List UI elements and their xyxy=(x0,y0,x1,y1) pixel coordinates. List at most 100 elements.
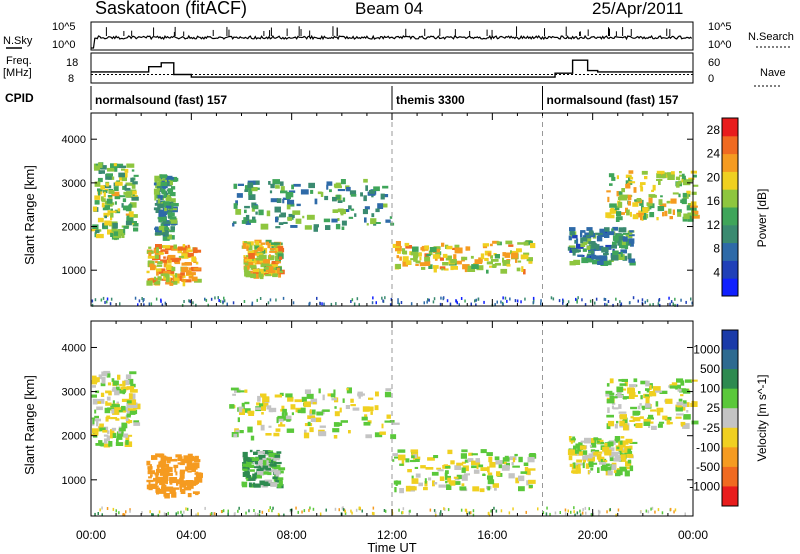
heatmap-noise-cell xyxy=(272,506,274,510)
heatmap-cell xyxy=(97,177,103,183)
heatmap-noise-cell xyxy=(672,302,674,306)
heatmap-cell xyxy=(680,199,683,203)
heatmap-cell xyxy=(278,418,285,422)
heatmap-cell xyxy=(233,183,238,189)
heatmap-cell xyxy=(253,483,261,488)
heatmap-cell xyxy=(168,177,174,180)
heatmap-cell xyxy=(350,194,357,197)
heatmap-cell xyxy=(471,264,479,269)
heatmap-noise-cell xyxy=(575,297,577,301)
heatmap-cell xyxy=(275,256,280,261)
heatmap-cell xyxy=(194,455,199,460)
heatmap-cell xyxy=(116,386,120,390)
heatmap-cell xyxy=(153,188,160,195)
heatmap-cell xyxy=(691,191,697,195)
heatmap-cell xyxy=(461,474,468,481)
heatmap-cell xyxy=(155,268,162,272)
heatmap-noise-cell xyxy=(381,296,383,300)
heatmap-cell xyxy=(415,252,422,257)
heatmap-noise-cell xyxy=(219,299,222,303)
heatmap-cell xyxy=(250,435,255,441)
heatmap-cell xyxy=(389,216,393,219)
heatmap-cell xyxy=(129,420,133,424)
heatmap-cell xyxy=(444,472,448,477)
heatmap-noise-cell xyxy=(659,303,661,307)
heatmap-cell xyxy=(464,268,468,273)
heatmap-cell xyxy=(187,246,191,250)
heatmap-cell xyxy=(523,462,529,466)
heatmap-cell xyxy=(399,463,404,466)
heatmap-cell xyxy=(256,474,261,477)
heatmap-noise-cell xyxy=(514,299,517,303)
heatmap-cell xyxy=(597,260,604,265)
heatmap-noise-cell xyxy=(402,507,405,511)
heatmap-cell xyxy=(348,216,354,219)
heatmap-cell xyxy=(105,173,112,180)
heatmap-cell xyxy=(363,178,368,183)
heatmap-cell xyxy=(244,209,247,214)
heatmap-cell xyxy=(618,227,627,233)
heatmap-cell xyxy=(426,254,431,257)
heatmap-noise-cell xyxy=(502,296,504,300)
heatmap-noise-cell xyxy=(504,296,507,300)
heatmap-cell xyxy=(500,268,508,274)
heatmap-cell xyxy=(640,182,646,185)
heatmap-cell xyxy=(464,459,469,463)
cpid-segment-label: normalsound (fast) 157 xyxy=(547,93,679,107)
heatmap-cell xyxy=(273,457,277,464)
heatmap-noise-cell xyxy=(271,509,273,513)
heatmap-cell xyxy=(107,229,115,235)
heatmap-cell xyxy=(266,405,272,410)
heatmap-cell xyxy=(333,422,340,427)
heatmap-cell xyxy=(262,259,270,264)
heatmap-cell xyxy=(175,454,182,458)
heatmap-cell xyxy=(613,470,619,474)
heatmap-cell xyxy=(280,422,283,425)
heatmap-cell xyxy=(686,179,694,183)
heatmap-cell xyxy=(187,470,192,473)
heatmap-cell xyxy=(105,401,108,404)
heatmap-cell xyxy=(94,415,99,419)
heatmap-noise-cell xyxy=(402,511,404,515)
heatmap-noise-cell xyxy=(509,297,511,301)
heatmap-cell xyxy=(606,231,615,236)
heatmap-cell xyxy=(627,182,630,189)
heatmap-cell xyxy=(616,191,619,197)
heatmap-cell xyxy=(604,460,608,463)
heatmap-cell xyxy=(257,471,265,476)
heatmap-cell xyxy=(459,486,467,491)
heatmap-cell xyxy=(242,463,248,467)
heatmap-noise-cell xyxy=(435,513,437,517)
heatmap-cell xyxy=(473,460,481,465)
heatmap-cell xyxy=(629,465,634,472)
heatmap-cell xyxy=(620,436,625,439)
velocity-colorbar-tick: 25 xyxy=(707,401,721,415)
heatmap-cell xyxy=(286,195,291,200)
heatmap-cell xyxy=(245,255,249,258)
heatmap-cell xyxy=(173,275,178,281)
heatmap-cell xyxy=(290,225,298,228)
heatmap-cell xyxy=(645,397,650,404)
heatmap-cell xyxy=(94,418,101,422)
heatmap-cell xyxy=(108,190,115,194)
heatmap-cell xyxy=(255,240,259,246)
heatmap-cell xyxy=(268,181,271,185)
heatmap-cell xyxy=(450,265,454,271)
heatmap-noise-cell xyxy=(657,508,660,512)
heatmap-cell xyxy=(124,184,127,190)
heatmap-cell xyxy=(692,184,699,187)
heatmap-cell xyxy=(641,214,644,221)
heatmap-noise-cell xyxy=(151,513,153,517)
heatmap-cell xyxy=(282,199,285,204)
heatmap-cell xyxy=(244,189,249,192)
heatmap-cell xyxy=(300,189,309,195)
heatmap-cell xyxy=(617,233,624,238)
heatmap-cell xyxy=(424,478,427,484)
heatmap-cell xyxy=(131,221,137,224)
heatmap-cell xyxy=(230,387,239,391)
heatmap-cell xyxy=(629,211,632,217)
heatmap-cell xyxy=(114,201,117,205)
heatmap-cell xyxy=(255,257,263,261)
heatmap-cell xyxy=(622,232,629,235)
heatmap-cell xyxy=(454,481,461,485)
